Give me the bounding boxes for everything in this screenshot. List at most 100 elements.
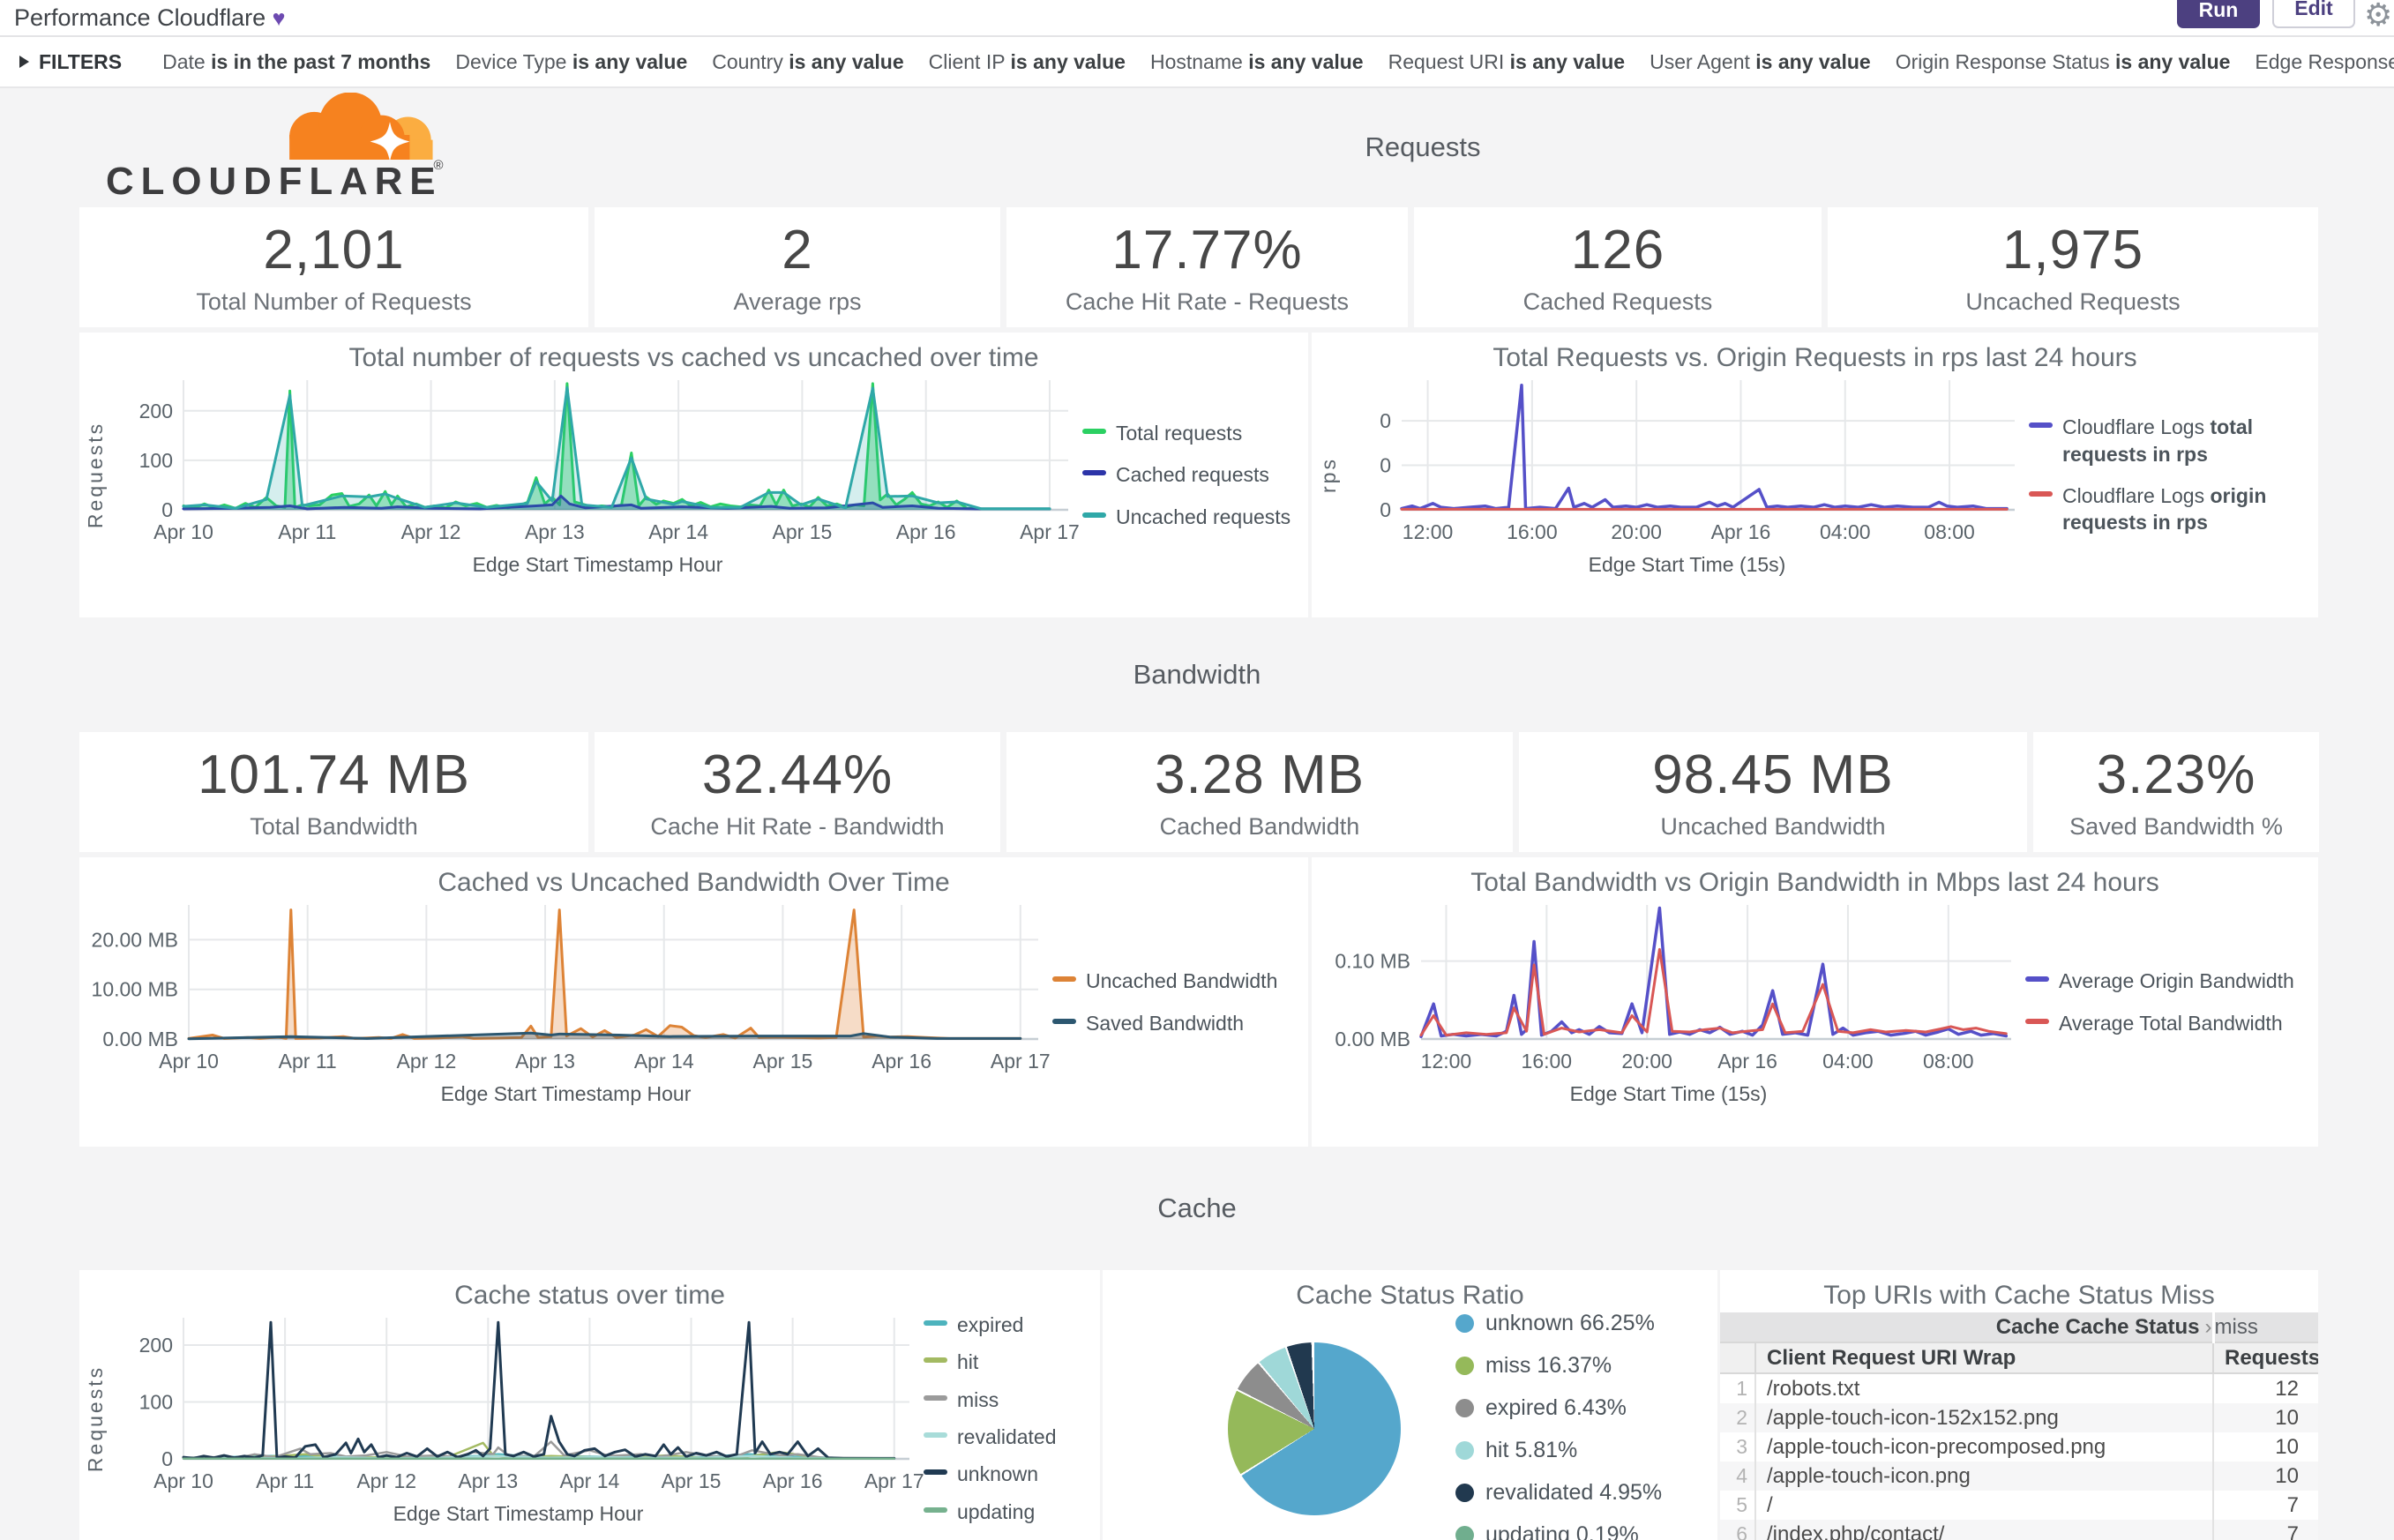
table-row[interactable]: 6/index.php/contact/7: [1720, 1520, 2318, 1540]
uri-cell[interactable]: /apple-touch-icon-precomposed.png: [1767, 1434, 2106, 1459]
legend-item[interactable]: miss 16.37%: [1455, 1351, 1747, 1380]
filters-toggle[interactable]: FILTERS: [19, 50, 122, 74]
legend-swatch: [2029, 491, 2053, 497]
legend-item[interactable]: Uncached requests: [1082, 504, 1301, 530]
requests-cell[interactable]: 12: [2212, 1373, 2318, 1403]
pivot-field-header[interactable]: Cache Cache Status ›: [1720, 1312, 2213, 1342]
chevron-right-icon: ›: [2204, 1314, 2212, 1339]
kpi-tile[interactable]: 101.74 MB Total Bandwidth: [79, 732, 588, 852]
kpi-tile[interactable]: 126 Cached Requests: [1414, 207, 1822, 327]
requests-over-time-plot[interactable]: Apr 10 Apr 11 Apr 12 Apr 13 Apr 14 Apr 15 Apr …: [113, 370, 1082, 553]
filter-item[interactable]: Request URI is any value: [1388, 49, 1626, 73]
svg-text:Apr 12: Apr 12: [396, 1050, 456, 1073]
legend-item[interactable]: Average Origin Bandwidth: [2025, 968, 2311, 994]
cache-ratio-pie[interactable]: [1228, 1342, 1401, 1515]
legend-item[interactable]: revalidated 4.95%: [1455, 1478, 1747, 1507]
svg-text:Apr 14: Apr 14: [648, 520, 708, 543]
table-row[interactable]: 4/apple-touch-icon.png 10: [1720, 1462, 2318, 1491]
uri-cell[interactable]: /apple-touch-icon-152x152.png: [1755, 1403, 2213, 1432]
filter-item[interactable]: Device Type is any value: [455, 49, 688, 73]
panel-requests-over-time: Total number of requests vs cached vs un…: [79, 333, 1308, 617]
legend-swatch: [924, 1394, 947, 1401]
uri-cell[interactable]: /: [1767, 1492, 1773, 1517]
legend-item[interactable]: Uncached Bandwidth: [1052, 968, 1301, 994]
row-number: 1: [1720, 1373, 1756, 1403]
section-title-bandwidth: Bandwidth: [1133, 659, 1261, 690]
uri-cell[interactable]: /index.php/contact/: [1755, 1520, 2213, 1540]
table-row[interactable]: 2/apple-touch-icon-152x152.png 10: [1720, 1403, 2318, 1432]
legend-dot: [1455, 1356, 1474, 1375]
svg-text:12:00: 12:00: [1403, 520, 1454, 543]
kpi-value: 2,101: [263, 220, 405, 280]
kpi-value: 98.45 MB: [1652, 744, 1894, 805]
pivot-header-row: Cache Cache Status › miss: [1720, 1312, 2318, 1342]
panel-bandwidth-over-time: Cached vs Uncached Bandwidth Over Time A…: [79, 857, 1308, 1147]
kpi-tile[interactable]: 98.45 MB Uncached Bandwidth: [1519, 732, 2027, 852]
edit-button[interactable]: Edit: [2272, 0, 2355, 28]
legend-swatch: [1052, 976, 1076, 983]
kpi-label: Cached Requests: [1522, 288, 1713, 315]
legend-item[interactable]: hit: [924, 1349, 1093, 1375]
bandwidth-24h-plot[interactable]: 12:00 16:00 20:00 Apr 16 04:00 08:00 0.00 MB 0.…: [1312, 894, 2025, 1082]
uri-cell[interactable]: /robots.txt: [1767, 1376, 1860, 1401]
table-row[interactable]: 3/apple-touch-icon-precomposed.png 10: [1720, 1432, 2318, 1462]
cloudflare-logo: CLOUDFLARE ®: [106, 92, 452, 202]
kpi-tile[interactable]: 2 Average rps: [595, 207, 1000, 327]
pivot-value: miss: [2211, 1312, 2318, 1342]
uri-cell[interactable]: /apple-touch-icon.png: [1755, 1462, 2213, 1491]
legend-item[interactable]: updating: [924, 1499, 1093, 1525]
legend-item[interactable]: expired 6.43%: [1455, 1394, 1747, 1423]
filters-expand-icon: [19, 56, 29, 68]
legend-item[interactable]: miss: [924, 1387, 1093, 1413]
kpi-tile[interactable]: 3.23% Saved Bandwidth %: [2033, 732, 2319, 852]
requests-cell[interactable]: 10: [2212, 1432, 2318, 1462]
legend-swatch: [2029, 422, 2053, 429]
legend-item[interactable]: Saved Bandwidth: [1052, 1010, 1301, 1036]
requests-column-header[interactable]: Requests∨: [2212, 1342, 2318, 1374]
filter-item[interactable]: User Agent is any value: [1650, 49, 1871, 73]
legend-item[interactable]: hit 5.81%: [1455, 1436, 1747, 1465]
legend-item[interactable]: Cloudflare Logs total requests in rps: [2029, 414, 2311, 467]
legend-item[interactable]: Cloudflare Logs origin requests in rps: [2029, 482, 2311, 536]
svg-text:Apr 11: Apr 11: [279, 1050, 337, 1073]
kpi-tile[interactable]: 32.44% Cache Hit Rate - Bandwidth: [595, 732, 1000, 852]
chart-title: Total Requests vs. Origin Requests in rp…: [1493, 343, 2137, 372]
bandwidth-over-time-plot[interactable]: Apr 10 Apr 11 Apr 12 Apr 13 Apr 14 Apr 15 Apr …: [79, 894, 1052, 1082]
gear-icon[interactable]: ⚙: [2364, 0, 2393, 33]
filter-item[interactable]: Client IP is any value: [928, 49, 1126, 73]
pie-legend: unknown 66.25% miss 16.37% expired 6.43% hi…: [1455, 1309, 1754, 1540]
rps-24h-plot[interactable]: 12:00 16:00 20:00 Apr 16 04:00 08:00 0 0 0: [1345, 370, 2029, 553]
table-row[interactable]: 1/robots.txt 12: [1720, 1373, 2318, 1403]
legend-item[interactable]: expired: [924, 1312, 1093, 1338]
legend-item[interactable]: Average Total Bandwidth: [2025, 1010, 2311, 1036]
requests-cell[interactable]: 10: [2212, 1462, 2318, 1491]
legend-item[interactable]: unknown: [924, 1461, 1093, 1487]
legend-item[interactable]: revalidated: [924, 1424, 1093, 1450]
legend-item[interactable]: Cached requests: [1082, 461, 1301, 488]
svg-text:16:00: 16:00: [1522, 1050, 1573, 1073]
filter-item[interactable]: Date is in the past 7 months: [162, 49, 431, 73]
kpi-tile[interactable]: 2,101 Total Number of Requests: [79, 207, 588, 327]
legend-item[interactable]: updating 0.19%: [1455, 1521, 1747, 1540]
cache-status-plot[interactable]: Apr 10 Apr 11 Apr 12 Apr 13 Apr 14 Apr 15 Apr …: [113, 1307, 924, 1502]
run-button[interactable]: Run: [2177, 0, 2260, 28]
requests-cell[interactable]: 7: [2212, 1520, 2318, 1540]
filter-item[interactable]: Country is any value: [712, 49, 904, 73]
legend-item[interactable]: unknown 66.25%: [1455, 1309, 1747, 1338]
legend-swatch: [924, 1469, 947, 1476]
kpi-tile[interactable]: 1,975 Uncached Requests: [1828, 207, 2318, 327]
filter-item[interactable]: Hostname is any value: [1149, 49, 1364, 73]
filter-item[interactable]: Origin Response Status is any value: [1895, 49, 2231, 73]
table-row[interactable]: 5 / 7: [1720, 1491, 2318, 1520]
svg-text:Apr 17: Apr 17: [1020, 520, 1080, 543]
kpi-tile[interactable]: 3.28 MB Cached Bandwidth: [1006, 732, 1513, 852]
requests-cell[interactable]: 7: [2212, 1491, 2318, 1520]
kpi-label: Total Number of Requests: [196, 288, 472, 315]
row-number: 4: [1720, 1462, 1756, 1491]
svg-text:12:00: 12:00: [1421, 1050, 1472, 1073]
chart-legend: Average Origin Bandwidth Average Total Ba…: [2025, 894, 2318, 1110]
filter-item[interactable]: Edge Response Status is any value: [2255, 49, 2394, 73]
legend-item[interactable]: Total requests: [1082, 420, 1301, 446]
requests-cell[interactable]: 10: [2212, 1403, 2318, 1432]
kpi-tile[interactable]: 17.77% Cache Hit Rate - Requests: [1006, 207, 1408, 327]
